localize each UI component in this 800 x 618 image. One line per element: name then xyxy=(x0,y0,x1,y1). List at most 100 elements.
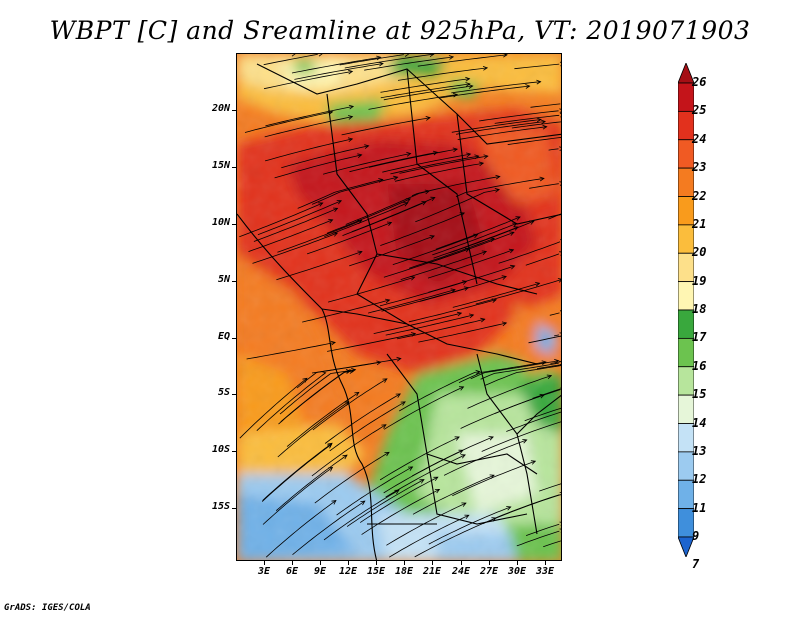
streamline xyxy=(385,454,466,498)
streamline-arrow xyxy=(429,54,435,58)
lon-label-33e: 33E xyxy=(535,566,555,577)
streamline-arrow xyxy=(483,154,489,160)
lat-tick xyxy=(232,338,236,339)
streamline xyxy=(382,153,471,173)
streamline xyxy=(530,103,561,108)
streamline-arrow xyxy=(321,371,327,376)
streamline-arrow xyxy=(333,207,339,212)
streamline xyxy=(511,121,561,129)
streamline xyxy=(385,314,474,336)
streamline-arrow xyxy=(506,506,512,511)
streamline xyxy=(314,451,390,504)
streamline xyxy=(263,54,318,66)
lat-label-15s: 15S xyxy=(211,501,230,512)
streamline-arrow xyxy=(559,360,561,366)
streamline-arrow xyxy=(330,340,336,346)
streamline xyxy=(525,253,560,266)
streamline xyxy=(388,514,469,558)
streamline-arrow xyxy=(385,298,391,304)
streamline-arrow xyxy=(478,161,485,167)
streamline xyxy=(336,466,413,516)
streamline xyxy=(286,392,360,447)
streamline xyxy=(361,489,440,535)
colorbar-label: 22 xyxy=(692,188,707,203)
streamline xyxy=(292,500,366,556)
streamline xyxy=(482,494,561,525)
chart-title: WBPT [C] and Sreamline at 925hPa, VT: 20… xyxy=(49,16,751,45)
colorbar-label: 21 xyxy=(692,216,707,231)
streamline xyxy=(415,189,500,223)
streamline xyxy=(246,342,336,360)
streamline xyxy=(394,162,484,182)
streamline-arrow xyxy=(393,175,399,181)
streamline-arrow xyxy=(464,514,470,520)
streamline-arrow xyxy=(530,460,537,465)
streamline-arrow xyxy=(395,393,401,398)
streamline xyxy=(417,54,508,67)
streamline-arrow xyxy=(404,54,410,57)
streamline-arrow xyxy=(559,146,561,152)
colorbar-bottom-arrow xyxy=(678,536,694,557)
colorbar-label: 18 xyxy=(692,302,707,316)
streamline-arrow xyxy=(327,443,333,449)
streamline xyxy=(396,318,485,340)
streamline xyxy=(428,506,511,545)
streamline-arrow xyxy=(561,387,562,391)
streamline-arrow xyxy=(434,489,441,494)
streamline xyxy=(399,371,480,412)
streamline xyxy=(554,334,560,337)
lon-label-12e: 12E xyxy=(338,566,358,577)
streamline xyxy=(262,442,333,501)
lon-label-30e: 30E xyxy=(507,566,527,577)
streamline xyxy=(327,333,416,352)
lon-tick xyxy=(348,561,349,565)
streamline-arrow xyxy=(475,369,481,375)
streamline xyxy=(481,421,561,452)
streamline xyxy=(514,63,560,70)
streamline-arrow xyxy=(540,119,546,125)
streamline-arrow xyxy=(354,391,360,397)
lat-label-20n: 20N xyxy=(211,103,230,114)
lat-label-10n: 10N xyxy=(211,217,230,228)
streamline xyxy=(345,190,430,225)
streamline xyxy=(297,179,383,209)
streamline xyxy=(484,365,561,386)
streamline-arrow xyxy=(460,454,466,459)
streamline xyxy=(326,198,411,234)
streamline xyxy=(549,312,560,316)
streamline-arrow xyxy=(501,275,507,280)
streamline-arrow xyxy=(468,84,474,89)
streamline-arrow xyxy=(458,386,465,391)
streamline xyxy=(390,155,479,175)
lon-tick xyxy=(264,561,265,565)
streamline-arrow xyxy=(557,278,561,283)
streamline xyxy=(427,249,514,279)
streamline xyxy=(451,119,541,133)
lon-tick xyxy=(489,561,490,565)
streamline xyxy=(322,153,411,175)
colorbar-label: 19 xyxy=(692,273,707,288)
streamline xyxy=(539,483,561,492)
lon-tick xyxy=(517,561,518,565)
streamline-arrow xyxy=(396,356,402,362)
streamline-arrow xyxy=(419,479,425,484)
streamline-arrow xyxy=(541,360,547,366)
streamline xyxy=(457,126,547,140)
streamline xyxy=(306,222,392,255)
streamline-arrow xyxy=(378,61,384,67)
streamline xyxy=(264,116,353,138)
streamline xyxy=(341,117,431,136)
streamline-arrow xyxy=(410,276,416,281)
streamline-arrow xyxy=(469,313,475,319)
streamline xyxy=(455,178,544,198)
streamline-arrow xyxy=(347,137,354,143)
streamline-arrow xyxy=(336,200,343,205)
lat-tick xyxy=(232,110,236,111)
streamline xyxy=(383,449,464,494)
streamline-arrow xyxy=(328,219,334,224)
streamline-arrow xyxy=(466,152,472,158)
streamline-arrow xyxy=(491,298,497,303)
lon-tick xyxy=(320,561,321,565)
streamline xyxy=(373,312,462,334)
grads-credit: GrADS: IGES/COLA xyxy=(4,603,91,613)
